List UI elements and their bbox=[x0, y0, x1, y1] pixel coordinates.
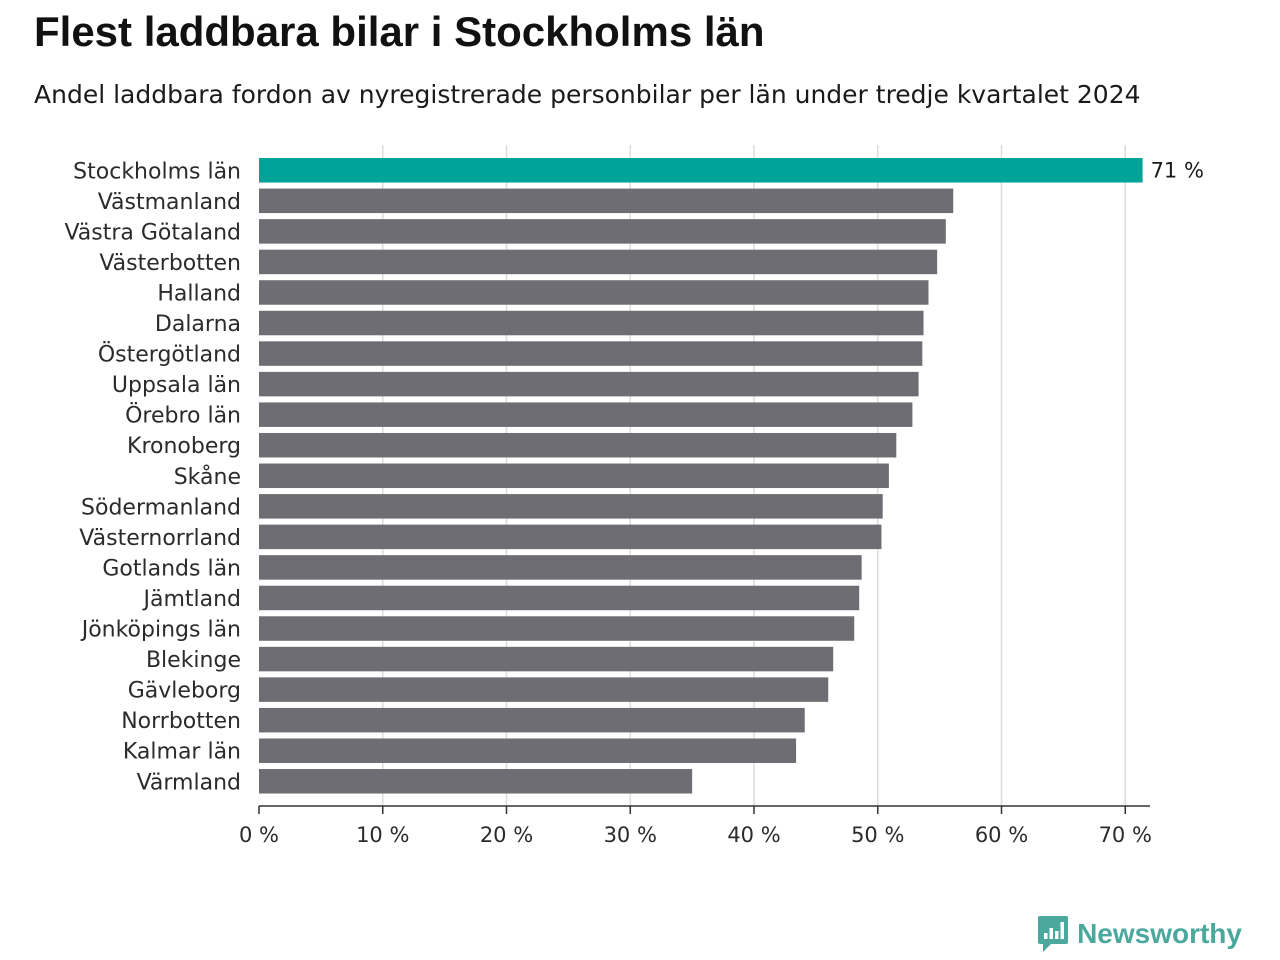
bar bbox=[259, 769, 693, 794]
bar-chart: Stockholms län Västmanland Västra Götaland… bbox=[64, 145, 1204, 847]
bar bbox=[259, 707, 805, 733]
bar bbox=[259, 616, 855, 641]
brand-logo: Newsworthy bbox=[1037, 914, 1242, 954]
category-label: Jönköpings län bbox=[80, 618, 241, 643]
category-label: Örebro län bbox=[125, 403, 241, 429]
category-label: Norrbotten bbox=[121, 709, 241, 734]
x-tick-label: 50 % bbox=[851, 823, 904, 847]
category-label: Västmanland bbox=[98, 190, 241, 215]
category-label: Värmland bbox=[137, 770, 241, 795]
category-label: Gotlands län bbox=[102, 556, 241, 581]
category-label: Västra Götaland bbox=[64, 220, 241, 245]
bar bbox=[259, 524, 882, 550]
bars bbox=[259, 158, 1143, 794]
category-label: Kronoberg bbox=[127, 434, 241, 459]
category-label: Östergötland bbox=[98, 342, 241, 368]
bar bbox=[259, 677, 829, 702]
bar bbox=[259, 280, 929, 305]
category-label: Dalarna bbox=[155, 312, 241, 337]
category-label: Södermanland bbox=[81, 495, 241, 520]
bar bbox=[259, 188, 954, 214]
x-tick-label: 40 % bbox=[727, 823, 780, 847]
bar bbox=[259, 219, 946, 244]
bar bbox=[259, 158, 1143, 183]
category-label: Västerbotten bbox=[99, 251, 241, 276]
bar bbox=[259, 310, 924, 336]
category-label: Västernorrland bbox=[79, 526, 241, 551]
bar bbox=[259, 738, 797, 763]
bar bbox=[259, 432, 897, 458]
bar bbox=[259, 646, 834, 672]
bar bbox=[259, 494, 883, 519]
x-tick-label: 10 % bbox=[356, 823, 409, 847]
category-label: Skåne bbox=[174, 464, 241, 490]
chart-title: Flest laddbara bilar i Stockholms län bbox=[34, 8, 765, 55]
chart-subtitle: Andel laddbara fordon av nyregistrerade … bbox=[34, 80, 1141, 109]
category-label: Jämtland bbox=[141, 587, 241, 612]
category-labels: Stockholms län Västmanland Västra Götaland… bbox=[64, 158, 1203, 795]
category-label: Stockholms län bbox=[73, 159, 241, 184]
bar bbox=[259, 402, 913, 427]
category-label: Kalmar län bbox=[123, 740, 241, 765]
category-label: Halland bbox=[157, 281, 241, 306]
category-label: Gävleborg bbox=[128, 679, 241, 704]
bar bbox=[259, 371, 919, 397]
newsworthy-logo-icon bbox=[1038, 916, 1069, 952]
data-label: 71 % bbox=[1151, 158, 1204, 182]
bar bbox=[259, 463, 889, 489]
brand-name: Newsworthy bbox=[1077, 918, 1242, 949]
x-tick-label: 30 % bbox=[604, 823, 657, 847]
bar bbox=[259, 249, 938, 275]
bar bbox=[259, 585, 860, 611]
bar bbox=[259, 341, 923, 366]
category-label: Blekinge bbox=[146, 648, 241, 673]
category-label: Uppsala län bbox=[112, 373, 241, 398]
x-tick-label: 20 % bbox=[480, 823, 533, 847]
x-tick-label: 70 % bbox=[1099, 823, 1152, 847]
x-tick-label: 60 % bbox=[975, 823, 1028, 847]
x-axis: 0 % 10 % 20 % 30 % 40 % 50 % 60 % 70 % bbox=[239, 805, 1152, 847]
x-tick-label: 0 % bbox=[239, 823, 279, 847]
bar bbox=[259, 555, 862, 580]
